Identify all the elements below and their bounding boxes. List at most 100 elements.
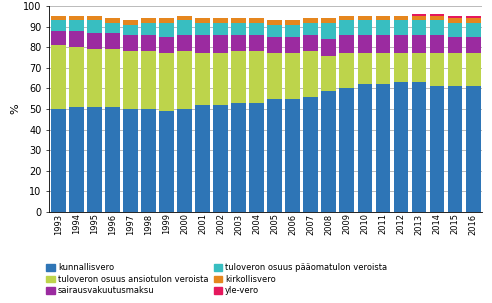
Bar bbox=[213, 105, 228, 212]
Bar bbox=[285, 53, 300, 99]
Bar bbox=[141, 22, 156, 35]
Bar bbox=[87, 21, 102, 33]
Bar bbox=[412, 21, 427, 35]
Bar bbox=[358, 16, 372, 21]
Bar bbox=[267, 37, 282, 53]
Bar bbox=[304, 18, 318, 22]
Bar bbox=[375, 53, 390, 84]
Bar bbox=[448, 86, 462, 212]
Bar bbox=[375, 21, 390, 35]
Bar bbox=[321, 39, 336, 55]
Bar bbox=[448, 22, 462, 37]
Bar bbox=[177, 35, 192, 52]
Bar bbox=[466, 18, 481, 22]
Bar bbox=[105, 49, 120, 107]
Bar bbox=[231, 52, 246, 103]
Bar bbox=[69, 107, 84, 212]
Bar bbox=[321, 91, 336, 212]
Bar bbox=[195, 35, 210, 53]
Bar bbox=[195, 22, 210, 35]
Bar bbox=[304, 35, 318, 52]
Bar bbox=[51, 109, 65, 212]
Bar bbox=[177, 21, 192, 35]
Bar bbox=[285, 21, 300, 25]
Bar bbox=[430, 16, 444, 21]
Bar bbox=[375, 16, 390, 21]
Bar bbox=[412, 53, 427, 82]
Bar bbox=[430, 21, 444, 35]
Bar bbox=[466, 86, 481, 212]
Bar bbox=[267, 99, 282, 212]
Bar bbox=[159, 53, 174, 111]
Bar bbox=[231, 35, 246, 52]
Bar bbox=[51, 16, 65, 21]
Bar bbox=[430, 14, 444, 16]
Bar bbox=[123, 35, 138, 52]
Bar bbox=[87, 49, 102, 107]
Bar bbox=[358, 21, 372, 35]
Bar bbox=[339, 88, 354, 212]
Bar bbox=[267, 25, 282, 37]
Bar bbox=[195, 53, 210, 105]
Bar bbox=[249, 22, 264, 35]
Bar bbox=[430, 53, 444, 86]
Bar bbox=[304, 52, 318, 97]
Bar bbox=[466, 53, 481, 86]
Bar bbox=[69, 47, 84, 107]
Bar bbox=[412, 16, 427, 21]
Bar bbox=[285, 25, 300, 37]
Bar bbox=[141, 35, 156, 52]
Bar bbox=[177, 16, 192, 21]
Bar bbox=[339, 53, 354, 88]
Bar bbox=[87, 107, 102, 212]
Bar bbox=[123, 25, 138, 35]
Legend: kunnallisvero, tuloveron osuus ansiotulon veroista, sairausvakuutusmaksu, tulove: kunnallisvero, tuloveron osuus ansiotulo… bbox=[45, 261, 389, 297]
Bar bbox=[141, 52, 156, 109]
Bar bbox=[141, 109, 156, 212]
Bar bbox=[394, 82, 408, 212]
Bar bbox=[51, 45, 65, 109]
Bar bbox=[267, 53, 282, 99]
Bar bbox=[87, 16, 102, 21]
Bar bbox=[123, 109, 138, 212]
Bar bbox=[159, 111, 174, 212]
Bar bbox=[69, 16, 84, 21]
Bar bbox=[105, 33, 120, 49]
Bar bbox=[321, 22, 336, 39]
Bar bbox=[87, 33, 102, 49]
Bar bbox=[159, 18, 174, 22]
Bar bbox=[195, 18, 210, 22]
Bar bbox=[249, 52, 264, 103]
Bar bbox=[51, 21, 65, 31]
Bar bbox=[466, 37, 481, 53]
Bar bbox=[159, 22, 174, 37]
Bar bbox=[358, 35, 372, 53]
Bar bbox=[231, 22, 246, 35]
Bar bbox=[105, 107, 120, 212]
Bar bbox=[339, 21, 354, 35]
Bar bbox=[123, 21, 138, 25]
Bar bbox=[430, 86, 444, 212]
Bar bbox=[339, 16, 354, 21]
Bar bbox=[231, 103, 246, 212]
Bar bbox=[249, 103, 264, 212]
Bar bbox=[285, 99, 300, 212]
Bar bbox=[375, 35, 390, 53]
Y-axis label: %: % bbox=[10, 104, 20, 115]
Bar bbox=[394, 16, 408, 21]
Bar bbox=[213, 53, 228, 105]
Bar bbox=[375, 84, 390, 212]
Bar bbox=[321, 18, 336, 22]
Bar bbox=[177, 52, 192, 109]
Bar bbox=[195, 105, 210, 212]
Bar bbox=[430, 35, 444, 53]
Bar bbox=[394, 53, 408, 82]
Bar bbox=[249, 18, 264, 22]
Bar bbox=[448, 37, 462, 53]
Bar bbox=[123, 52, 138, 109]
Bar bbox=[448, 18, 462, 22]
Bar bbox=[394, 35, 408, 53]
Bar bbox=[304, 22, 318, 35]
Bar bbox=[466, 16, 481, 18]
Bar bbox=[466, 22, 481, 37]
